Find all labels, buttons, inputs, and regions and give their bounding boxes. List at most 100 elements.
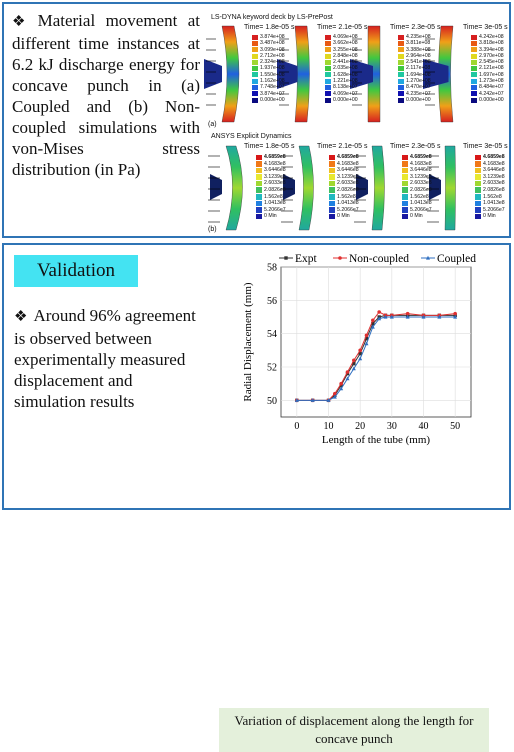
- legend-row: 4.6859e8: [256, 154, 296, 161]
- legend-row: 5.2066e7: [329, 207, 369, 214]
- ansys-legend: 4.6859e8 4.1683e8 3.6446e8 3.1239e8 2.6033e8…: [475, 154, 514, 220]
- legend-swatch: [398, 85, 404, 91]
- data-point: [389, 314, 394, 319]
- data-point: [332, 394, 337, 399]
- legend-value: 1.694e+08: [406, 71, 431, 78]
- legend-value: 5.2066e7: [410, 206, 432, 213]
- legend-swatch: [252, 66, 258, 72]
- lsdyna-legend: 4.235e+08 3.811e+08 3.388e+08 2.964e+08 2.54…: [398, 34, 442, 103]
- legend-row: 1.694e+08: [398, 72, 442, 78]
- legend-swatch: [471, 40, 477, 46]
- legend-row: 1.270e+08: [398, 78, 442, 84]
- y-tick-label: 52: [267, 363, 277, 374]
- punch: [356, 174, 368, 200]
- validation-description: ❖ Around 96% agreement is observed betwee…: [14, 305, 204, 412]
- y-axis-label: Radial Displacement (mm): [242, 282, 254, 401]
- legend-row: 1.162e+08: [252, 78, 296, 84]
- legend-row: 2.117e+08: [398, 65, 442, 71]
- legend-value: 4.1683e8: [483, 160, 505, 167]
- lsdyna-legend: 4.242e+08 3.818e+08 3.394e+08 2.970e+08 2.54…: [471, 34, 514, 103]
- tube-wall: [367, 25, 381, 123]
- legend-swatch: [252, 34, 258, 40]
- legend-row: 4.069e+07: [325, 91, 369, 97]
- legend-swatch: [475, 207, 481, 213]
- legend-value: 2.121e+08: [479, 65, 504, 72]
- data-point: [405, 311, 410, 316]
- legend-row: 4.1683e8: [402, 161, 442, 168]
- legend-swatch: [402, 167, 408, 174]
- legend-value: 1.628e+08: [333, 71, 358, 78]
- legend-swatch: [325, 78, 331, 84]
- legend-row: 3.255e+08: [325, 47, 369, 53]
- punch: [204, 59, 222, 89]
- ansys-title: ANSYS Explicit Dynamics: [211, 133, 292, 140]
- lsdyna-title: LS-DYNA keyword deck by LS-PrePost: [211, 14, 333, 21]
- legend-value: 4.1683e8: [410, 160, 432, 167]
- legend-label: Non-coupled: [349, 253, 409, 265]
- legend-value: 0 Min: [410, 213, 423, 220]
- legend-row: 1.562e8: [256, 194, 296, 201]
- legend-row: 2.541e+08: [398, 59, 442, 65]
- legend-row: 1.0413e8: [256, 200, 296, 207]
- data-point: [371, 321, 375, 326]
- legend-swatch: [256, 200, 262, 207]
- legend-swatch: [398, 66, 404, 72]
- legend-row: 2.324e+08: [252, 59, 296, 65]
- legend-value: 1.162e+08: [260, 78, 285, 85]
- legend-value: 5.2066e7: [483, 206, 505, 213]
- legend-swatch: [329, 207, 335, 213]
- legend-value: 2.970e+08: [479, 52, 504, 59]
- x-tick-label: 20: [355, 421, 365, 432]
- legend-row: 4.1683e8: [256, 161, 296, 168]
- legend-swatch: [471, 66, 477, 72]
- label-b: (b): [208, 226, 217, 233]
- legend-row: 5.2066e7: [256, 207, 296, 214]
- tube-wall: [221, 25, 240, 123]
- legend-value: 3.6446e8: [410, 167, 432, 174]
- tube-wall: [298, 145, 314, 231]
- legend-value: 1.562e8: [483, 193, 502, 200]
- legend-row: 1.550e+08: [252, 72, 296, 78]
- punch: [429, 174, 441, 200]
- legend-row: 2.441e+08: [325, 59, 369, 65]
- legend-value: 8.138e+07: [333, 84, 358, 91]
- legend-row: 3.1239e8: [402, 174, 442, 181]
- legend-value: 8.484e+07: [479, 84, 504, 91]
- legend-row: 0.000e+00: [398, 97, 442, 103]
- legend-value: 1.0413e8: [264, 200, 286, 207]
- legend-value: 8.470e+07: [406, 84, 431, 91]
- legend-row: 2.712e+08: [252, 53, 296, 59]
- legend-swatch: [325, 40, 331, 46]
- legend-row: 4.1683e8: [329, 161, 369, 168]
- legend-swatch: [402, 194, 408, 200]
- legend-row: 0 Min: [329, 213, 369, 220]
- legend-value: 2.545e+08: [479, 59, 504, 66]
- data-point: [421, 314, 426, 319]
- data-point: [405, 314, 410, 319]
- legend-row: 1.937e+08: [252, 65, 296, 71]
- legend-row: 4.242e+07: [471, 91, 514, 97]
- legend-swatch: [252, 53, 258, 59]
- legend-row: 1.562e8: [329, 194, 369, 201]
- legend-swatch: [329, 187, 335, 194]
- legend-swatch: [325, 85, 331, 91]
- lsdyna-frame: [204, 25, 240, 123]
- legend-value: 4.6859e8: [483, 154, 505, 160]
- y-tick-label: 58: [267, 263, 277, 274]
- data-point: [352, 361, 356, 366]
- legend-row: 3.099e+08: [252, 47, 296, 53]
- legend-swatch: [256, 154, 262, 161]
- legend-swatch: [252, 47, 258, 53]
- legend-row: 3.874e+07: [252, 91, 296, 97]
- legend-value: 0 Min: [264, 213, 277, 220]
- legend-swatch: [252, 91, 258, 97]
- legend-value: 4.6859e8: [410, 154, 432, 160]
- legend-row: 2.0826e8: [329, 187, 369, 194]
- legend-swatch: [325, 53, 331, 59]
- validation-description-text: Around 96% agreement is observed between…: [14, 306, 196, 411]
- x-tick-label: 30: [387, 421, 397, 432]
- legend-row: 2.970e+08: [471, 53, 514, 59]
- legend-value: 2.0826e8: [264, 186, 286, 193]
- legend-swatch: [402, 154, 408, 161]
- data-point: [352, 358, 356, 363]
